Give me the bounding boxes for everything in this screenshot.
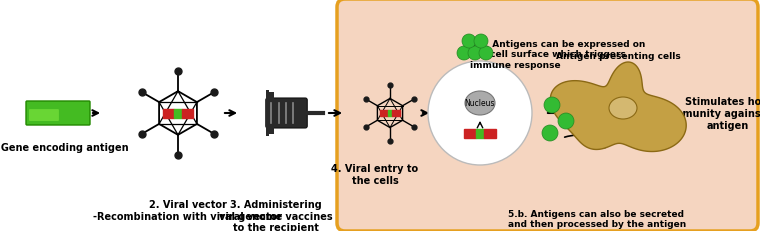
Ellipse shape xyxy=(609,97,637,119)
FancyBboxPatch shape xyxy=(337,0,758,231)
Bar xyxy=(392,110,400,116)
Bar xyxy=(268,93,274,101)
Bar xyxy=(268,126,274,134)
Text: 5.b. Antigens can also be secreted
and then processed by the antigen
presenting : 5.b. Antigens can also be secreted and t… xyxy=(508,209,686,231)
Text: 4. Viral entry to
the cells: 4. Viral entry to the cells xyxy=(331,163,419,185)
Circle shape xyxy=(462,35,476,49)
FancyBboxPatch shape xyxy=(266,99,307,128)
Bar xyxy=(380,110,388,116)
FancyBboxPatch shape xyxy=(29,110,59,122)
Text: 5.a. Antigens can be expressed on
the cell surface which triggers
immune respons: 5.a. Antigens can be expressed on the ce… xyxy=(470,40,645,70)
Circle shape xyxy=(468,47,482,61)
Text: 1. Gene encoding antigen: 1. Gene encoding antigen xyxy=(0,142,128,152)
Circle shape xyxy=(542,125,558,141)
Circle shape xyxy=(479,47,493,61)
Text: Antigen presenting cells: Antigen presenting cells xyxy=(556,52,680,61)
Text: 2. Viral vector
-Recombination with viral genome: 2. Viral vector -Recombination with vira… xyxy=(93,199,283,221)
Circle shape xyxy=(558,113,574,129)
Bar xyxy=(388,110,392,116)
Bar xyxy=(266,90,269,137)
Text: Stimulates host
immunity against the
antigen: Stimulates host immunity against the ant… xyxy=(669,97,760,130)
Circle shape xyxy=(428,62,532,165)
Text: 3. Administering
viral vector vaccines
to the recipient: 3. Administering viral vector vaccines t… xyxy=(219,199,333,231)
Bar xyxy=(464,129,477,138)
Bar xyxy=(477,129,484,138)
Ellipse shape xyxy=(465,92,495,116)
Polygon shape xyxy=(550,63,686,152)
Text: Nucleus: Nucleus xyxy=(465,99,496,108)
Circle shape xyxy=(544,97,560,113)
Circle shape xyxy=(457,47,471,61)
Bar xyxy=(182,109,193,118)
Circle shape xyxy=(474,35,488,49)
Bar xyxy=(174,109,182,118)
Bar xyxy=(163,109,174,118)
Bar xyxy=(484,129,496,138)
FancyBboxPatch shape xyxy=(26,102,90,125)
